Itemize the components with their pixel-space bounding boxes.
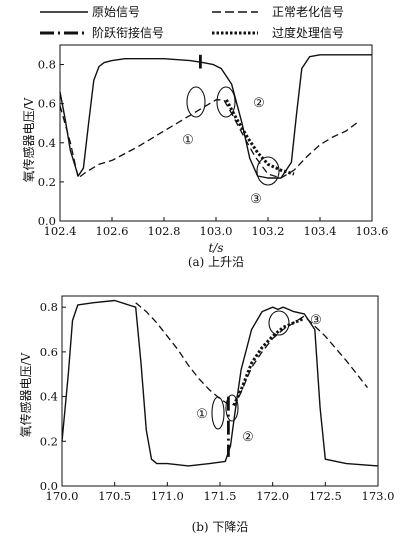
chart-a-caption: (a) 上升沿 — [188, 255, 244, 269]
chart-b-annotation-3: ③ — [310, 313, 322, 328]
chart-b-marker-ellipse-2 — [225, 394, 239, 422]
chart-a-annotation-3: ③ — [250, 192, 262, 207]
chart-a-ylabel: 氧传感器电压/V — [21, 97, 36, 182]
legend-label-normal-aging: 正常老化信号 — [272, 5, 344, 19]
chart-b-xtick-label: 171.5 — [204, 489, 237, 503]
chart-a-ytick-label: 0.4 — [38, 136, 56, 150]
chart-a-marker-ellipse-3 — [256, 156, 280, 186]
chart-b-plot-frame — [61, 295, 379, 487]
chart-a-ticks: 102.4 102.6 102.8 103.0 103.2 103.4 103.6 0.0 0.… — [38, 58, 389, 238]
chart-b: 170.0 170.5 171.0 171.5 172.0 172.5 173.0 0.0 0.… — [18, 295, 395, 534]
chart-a-ytick-label: 0.6 — [38, 97, 56, 111]
chart-b-marker-ellipse-3 — [268, 310, 290, 336]
chart-b-ytick-label: 0.2 — [40, 434, 58, 448]
chart-b-ytick-label: 0.0 — [40, 479, 58, 493]
chart-b-xtick-label: 172.0 — [256, 489, 289, 503]
chart-b-series-solid — [61, 299, 379, 467]
chart-a-xtick-label: 103.6 — [356, 224, 389, 238]
chart-b-ylabel: 氧传感器电压/V — [18, 352, 33, 437]
chart-a-xtick-label: 102.8 — [148, 224, 181, 238]
chart-a-xtick-label: 103.2 — [252, 224, 285, 238]
chart-a-series-solid — [59, 54, 372, 179]
chart-a-annotation-1: ① — [182, 133, 194, 148]
chart-a-series — [59, 54, 372, 179]
chart-b-xtick-label: 170.5 — [98, 489, 131, 503]
legend-label-step-link: 阶跃衔接信号 — [92, 25, 164, 40]
legend-label-transition: 过度处理信号 — [272, 25, 344, 40]
chart-a-ytick-label: 0.8 — [38, 58, 56, 72]
chart-a-xtick-label: 102.6 — [96, 224, 129, 238]
chart-b-xtick-label: 172.5 — [309, 489, 342, 503]
chart-a: 102.4 102.6 102.8 103.0 103.2 103.4 103.6 0.0 0.… — [21, 44, 389, 269]
chart-a-marker-ellipse-1 — [186, 86, 206, 118]
chart-a-plot-frame — [59, 44, 373, 222]
chart-b-annotation-1: ① — [196, 407, 208, 422]
chart-a-xtick-label: 103.0 — [200, 224, 233, 238]
chart-b-series-dotted — [232, 317, 305, 407]
chart-b-xtick-label: 171.0 — [151, 489, 184, 503]
chart-a-series-dashed — [59, 99, 360, 179]
chart-b-series-dashed — [135, 302, 369, 407]
chart-a-xtick-label: 102.4 — [44, 224, 77, 238]
chart-b-ytick-label: 0.6 — [40, 345, 58, 359]
chart-b-ticks: 170.0 170.5 171.0 171.5 172.0 172.5 173.0 0.0 0.… — [40, 300, 395, 503]
legend-label-original: 原始信号 — [92, 5, 140, 19]
chart-a-annotation-2: ② — [253, 96, 265, 111]
chart-b-caption: (b) 下降沿 — [192, 520, 249, 534]
chart-b-ytick-label: 0.4 — [40, 390, 58, 404]
chart-b-xtick-label: 173.0 — [362, 489, 395, 503]
chart-a-ytick-label: 0.2 — [38, 175, 56, 189]
chart-b-marker-ellipse-1 — [211, 396, 225, 430]
chart-a-xtick-label: 103.4 — [304, 224, 337, 238]
chart-a-series-dotted — [225, 99, 295, 176]
chart-b-annotation-2: ② — [242, 430, 254, 445]
chart-a-ytick-label: 0.0 — [38, 214, 56, 228]
chart-b-xtick-label: 170.0 — [46, 489, 79, 503]
chart-a-marker-ellipse-2 — [216, 86, 236, 118]
legend: 原始信号 正常老化信号 阶跃衔接信号 过度处理信号 — [40, 5, 344, 40]
chart-b-series — [61, 299, 379, 467]
chart-b-ytick-label: 0.8 — [40, 300, 58, 314]
chart-a-xlabel: t/s — [208, 241, 223, 255]
